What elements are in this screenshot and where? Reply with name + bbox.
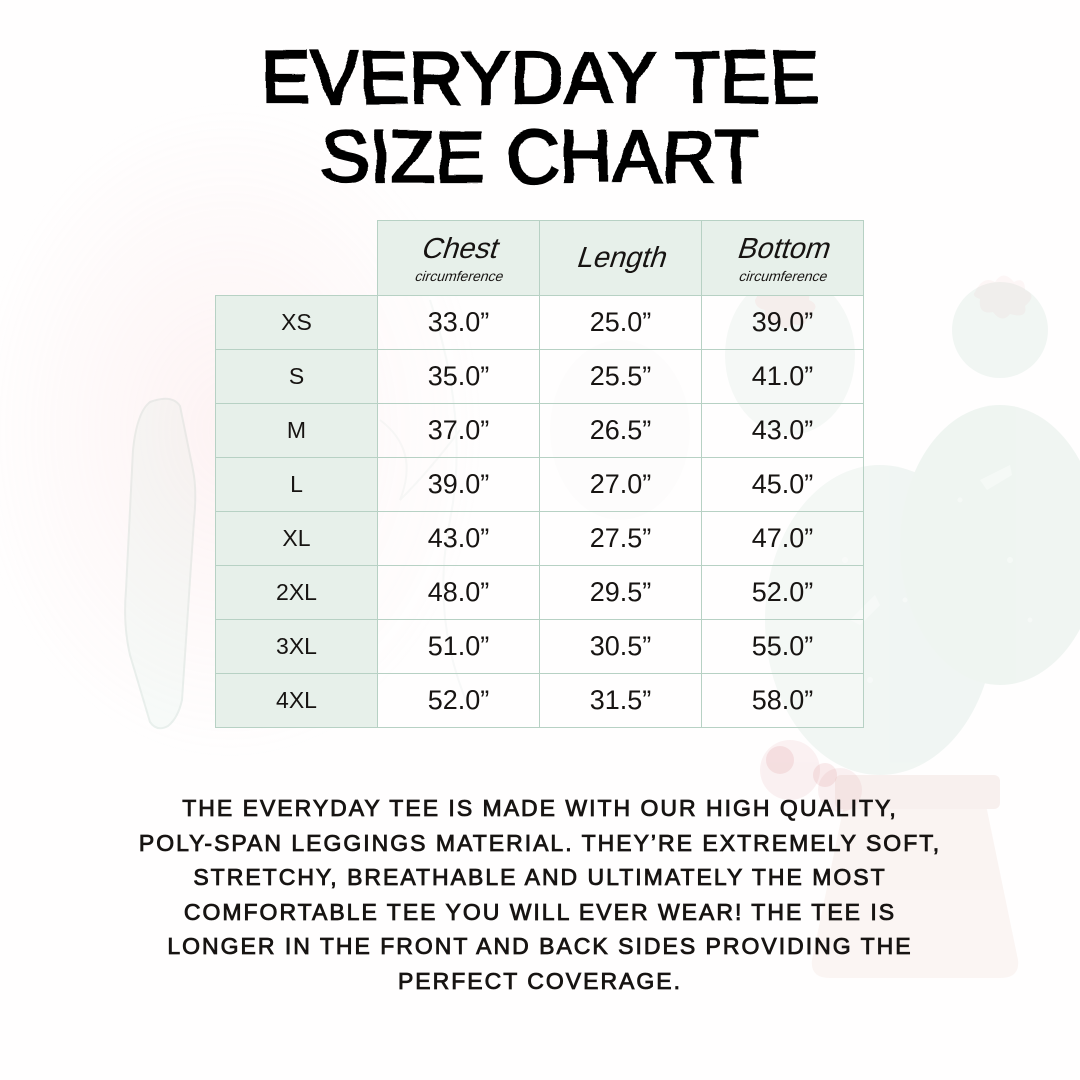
svg-text:EVERYDAY TEE: EVERYDAY TEE xyxy=(261,36,819,119)
svg-text:SIZE CHART: SIZE CHART xyxy=(321,115,760,198)
